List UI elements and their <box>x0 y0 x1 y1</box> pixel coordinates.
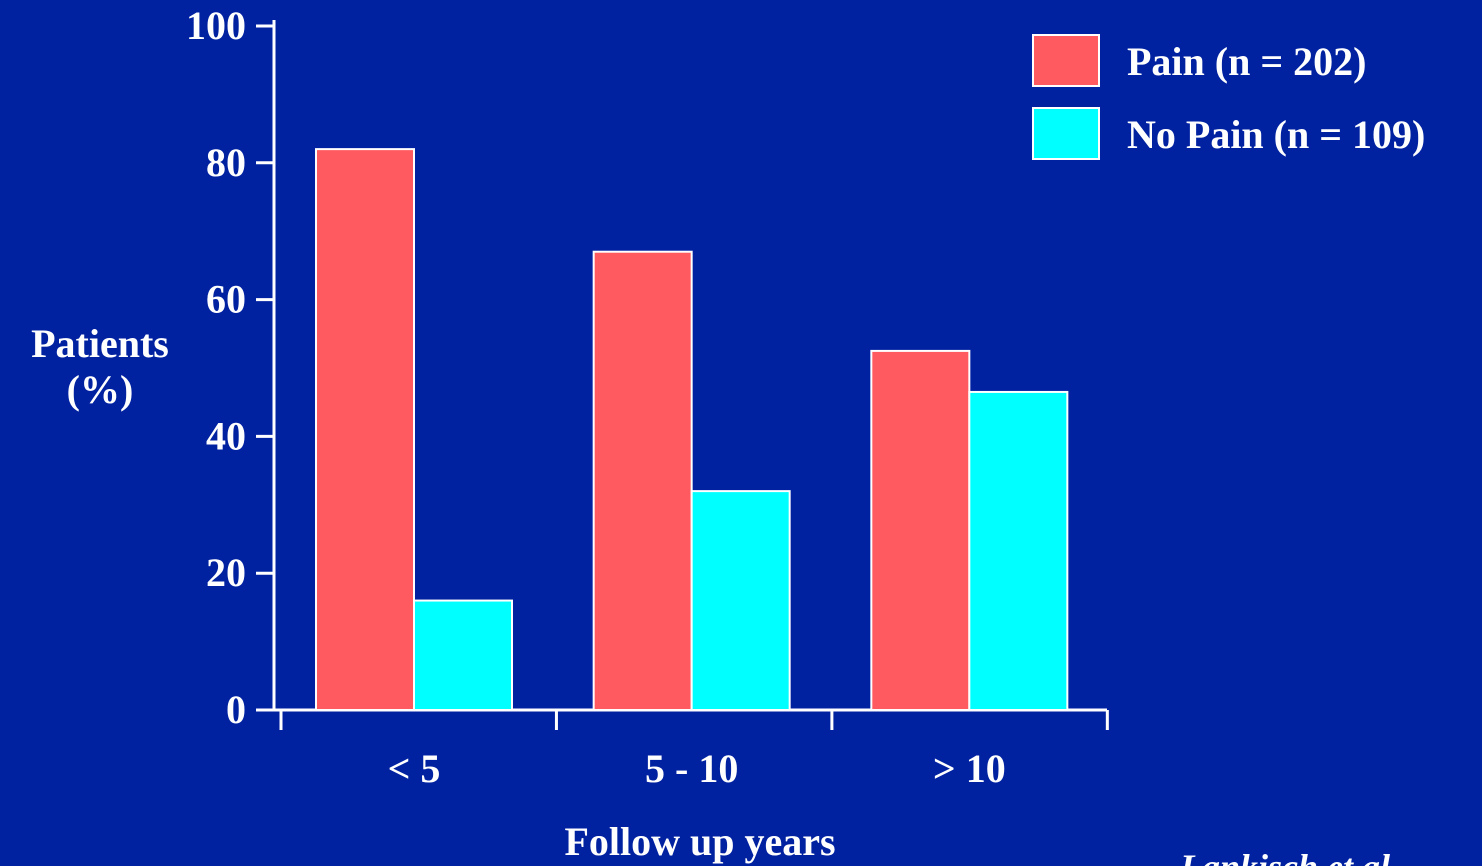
x-tick-label-0: < 5 <box>388 746 441 791</box>
y-axis-label-line-2: (%) <box>66 367 134 412</box>
y-tick-label-40: 40 <box>206 413 246 458</box>
x-tick-label-1: 5 - 10 <box>645 746 738 791</box>
bar-pain-1 <box>592 250 693 711</box>
x-axis-label: Follow up years <box>564 819 836 864</box>
bar-pain-2 <box>870 349 971 711</box>
bar-no-pain-0 <box>413 599 513 711</box>
y-axis-label-line-1: Patients <box>31 321 169 366</box>
legend-swatch-0 <box>1032 34 1100 87</box>
bar-no-pain-2 <box>968 390 1069 711</box>
y-tick-label-20: 20 <box>206 550 246 595</box>
x-tick-label-2: > 10 <box>933 746 1006 791</box>
legend-label-1: No Pain (n = 109) <box>1127 112 1425 157</box>
y-tick-label-80: 80 <box>206 140 246 185</box>
citation: Lankisch et al. <box>1180 846 1399 866</box>
bar-pain-0 <box>315 148 415 711</box>
legend-swatch-1 <box>1032 107 1100 160</box>
y-tick-label-0: 0 <box>226 687 246 732</box>
y-tick-label-60: 60 <box>206 277 246 322</box>
bar-no-pain-1 <box>690 490 791 711</box>
legend-label-0: Pain (n = 202) <box>1127 39 1366 84</box>
y-tick-label-100: 100 <box>186 3 246 48</box>
